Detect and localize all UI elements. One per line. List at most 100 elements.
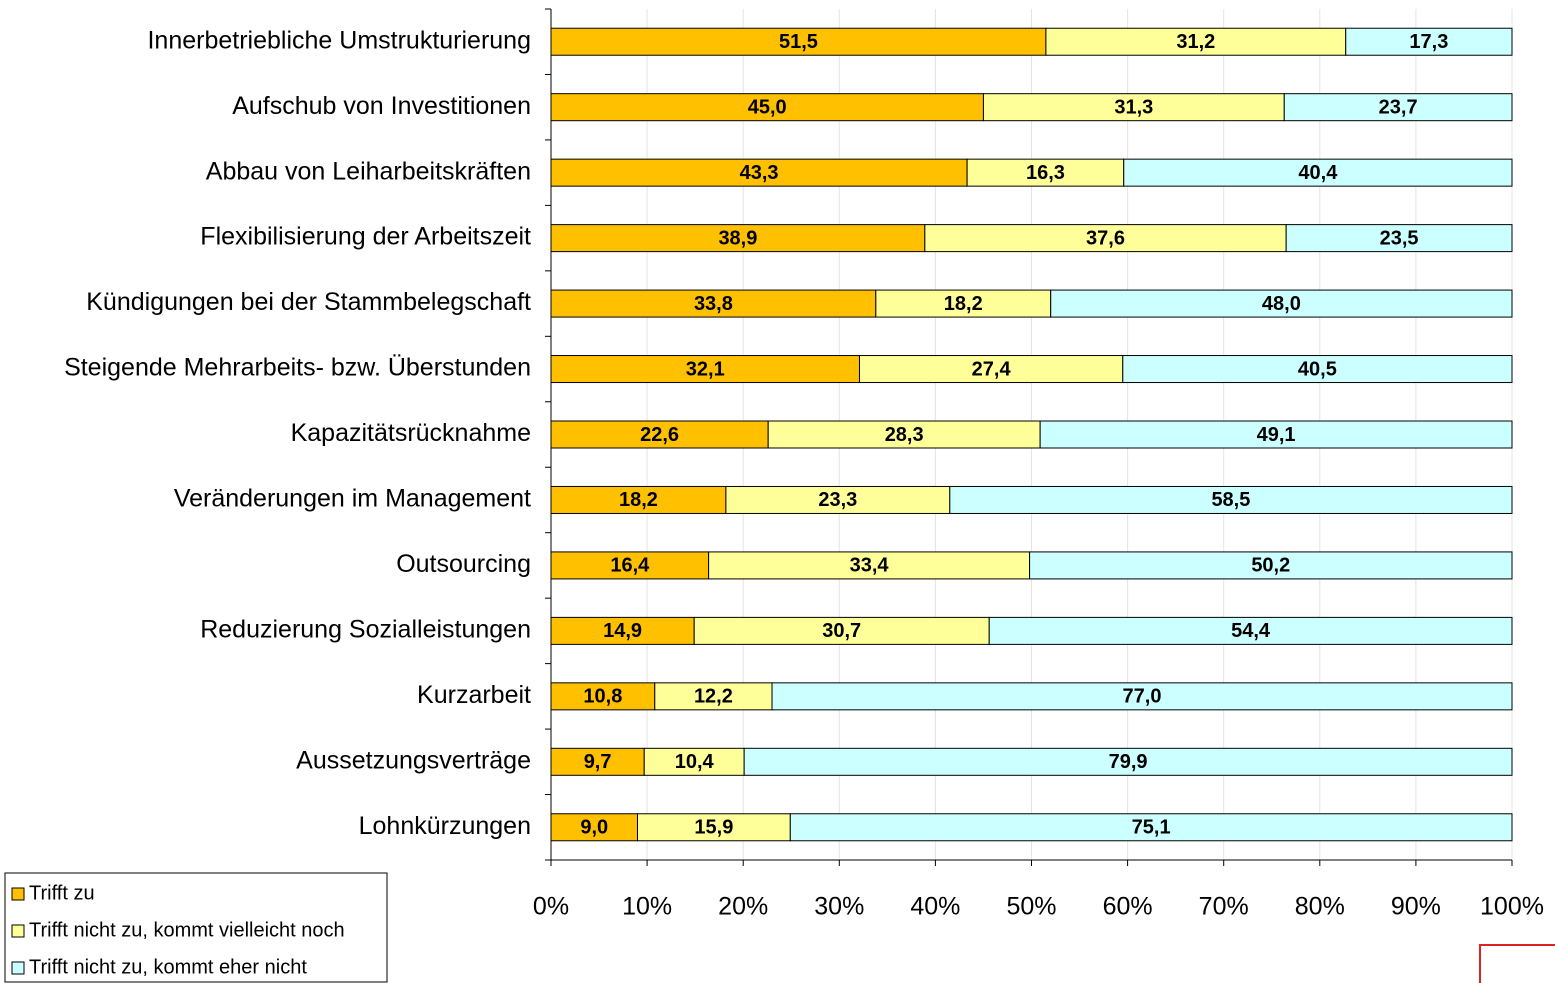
bar-segment (550, 551, 710, 580)
value-label: 9,0 (580, 817, 608, 839)
category-label: Aussetzungsverträge (296, 746, 531, 774)
value-label: 40,5 (1298, 358, 1337, 380)
bar-segment (550, 813, 638, 842)
bar-segment (550, 289, 877, 318)
x-tick-label: 90% (1391, 893, 1441, 921)
category-label: Steigende Mehrarbeits- bzw. Überstunden (64, 354, 531, 382)
value-label: 14,9 (603, 620, 642, 642)
value-label: 31,2 (1176, 31, 1215, 53)
bar-segment (693, 616, 990, 645)
bar-segment (550, 485, 727, 514)
value-label: 38,9 (718, 227, 757, 249)
bar-segment (1345, 27, 1513, 56)
value-label: 33,4 (850, 555, 890, 577)
value-label: 54,4 (1231, 620, 1271, 642)
bar-segment (1283, 93, 1513, 122)
value-label: 58,5 (1211, 489, 1250, 511)
x-tick-label: 40% (910, 893, 960, 921)
value-label: 10,8 (583, 686, 622, 708)
bar-segment (789, 813, 1513, 842)
value-label: 18,2 (944, 293, 983, 315)
value-label: 45,0 (748, 96, 787, 118)
value-label: 16,4 (610, 555, 650, 577)
bar-segment (550, 158, 968, 187)
value-label: 28,3 (885, 424, 924, 446)
category-label: Lohnkürzungen (359, 812, 531, 840)
legend-swatch (11, 961, 25, 975)
bar-segment (966, 158, 1125, 187)
value-label: 17,3 (1409, 31, 1448, 53)
x-tick-label: 0% (533, 893, 569, 921)
x-tick-label: 70% (1199, 893, 1249, 921)
bar-segment (1039, 420, 1513, 449)
value-label: 16,3 (1026, 162, 1065, 184)
x-tick-label: 20% (718, 893, 768, 921)
value-label: 23,3 (818, 489, 857, 511)
bar-segment (1123, 158, 1513, 187)
bar-segment (858, 355, 1124, 384)
legend-box (4, 872, 388, 983)
value-label: 27,4 (972, 358, 1012, 380)
value-label: 37,6 (1086, 227, 1125, 249)
legend-swatch (11, 924, 25, 938)
bar-segment (725, 485, 951, 514)
bar-segment (875, 289, 1052, 318)
bar-segment (643, 747, 745, 776)
bar-segment (949, 485, 1513, 514)
bar-segment (1045, 27, 1347, 56)
value-label: 49,1 (1257, 424, 1296, 446)
bar-segment (550, 420, 769, 449)
value-label: 31,3 (1114, 96, 1153, 118)
bar-segment (550, 747, 645, 776)
value-label: 23,5 (1380, 227, 1419, 249)
value-label: 33,8 (694, 293, 733, 315)
bar-segment (550, 682, 656, 711)
value-label: 50,2 (1251, 555, 1290, 577)
bar-segment (1122, 355, 1513, 384)
x-tick-label: 80% (1295, 893, 1345, 921)
value-label: 15,9 (694, 817, 733, 839)
value-label: 43,3 (740, 162, 779, 184)
value-label: 22,6 (640, 424, 679, 446)
category-label: Kurzarbeit (417, 681, 531, 709)
category-label: Abbau von Leiharbeitskräften (206, 157, 531, 185)
bar-segment (550, 224, 926, 253)
value-label: 77,0 (1123, 686, 1162, 708)
bar-segment (550, 355, 860, 384)
category-label: Kündigungen bei der Stammbelegschaft (86, 288, 531, 316)
value-label: 9,7 (584, 751, 612, 773)
corner-mark (1479, 944, 1555, 983)
category-label: Aufschub von Investitionen (232, 92, 531, 120)
value-label: 75,1 (1132, 817, 1171, 839)
value-label: 12,2 (694, 686, 733, 708)
value-label: 10,4 (675, 751, 715, 773)
category-label: Outsourcing (396, 550, 531, 578)
bar-segment (550, 616, 695, 645)
bar-segment (1285, 224, 1513, 253)
bar-segment (743, 747, 1513, 776)
legend-swatch (11, 887, 25, 901)
bar-segment (708, 551, 1031, 580)
category-label: Veränderungen im Management (174, 485, 531, 513)
category-label: Kapazitätsrücknahme (291, 419, 531, 447)
bar-segment (654, 682, 773, 711)
bar-segment (771, 682, 1513, 711)
bar-segment (1050, 289, 1513, 318)
x-tick-label: 10% (622, 893, 672, 921)
legend-label: Trifft nicht zu, kommt vielleicht noch (29, 919, 345, 941)
value-label: 18,2 (619, 489, 658, 511)
category-label: Reduzierung Sozialleistungen (200, 615, 531, 643)
x-tick-label: 100% (1480, 893, 1544, 921)
legend-label: Trifft nicht zu, kommt eher nicht (29, 956, 307, 978)
category-label: Innerbetriebliche Umstrukturierung (147, 26, 531, 54)
value-label: 79,9 (1109, 751, 1148, 773)
bar-segment (1029, 551, 1513, 580)
bar-segment (924, 224, 1287, 253)
value-label: 40,4 (1298, 162, 1338, 184)
bar-segment (767, 420, 1041, 449)
category-label: Flexibilisierung der Arbeitszeit (200, 223, 531, 251)
value-label: 23,7 (1379, 96, 1418, 118)
bar-segment (550, 93, 984, 122)
bar-segment (988, 616, 1513, 645)
